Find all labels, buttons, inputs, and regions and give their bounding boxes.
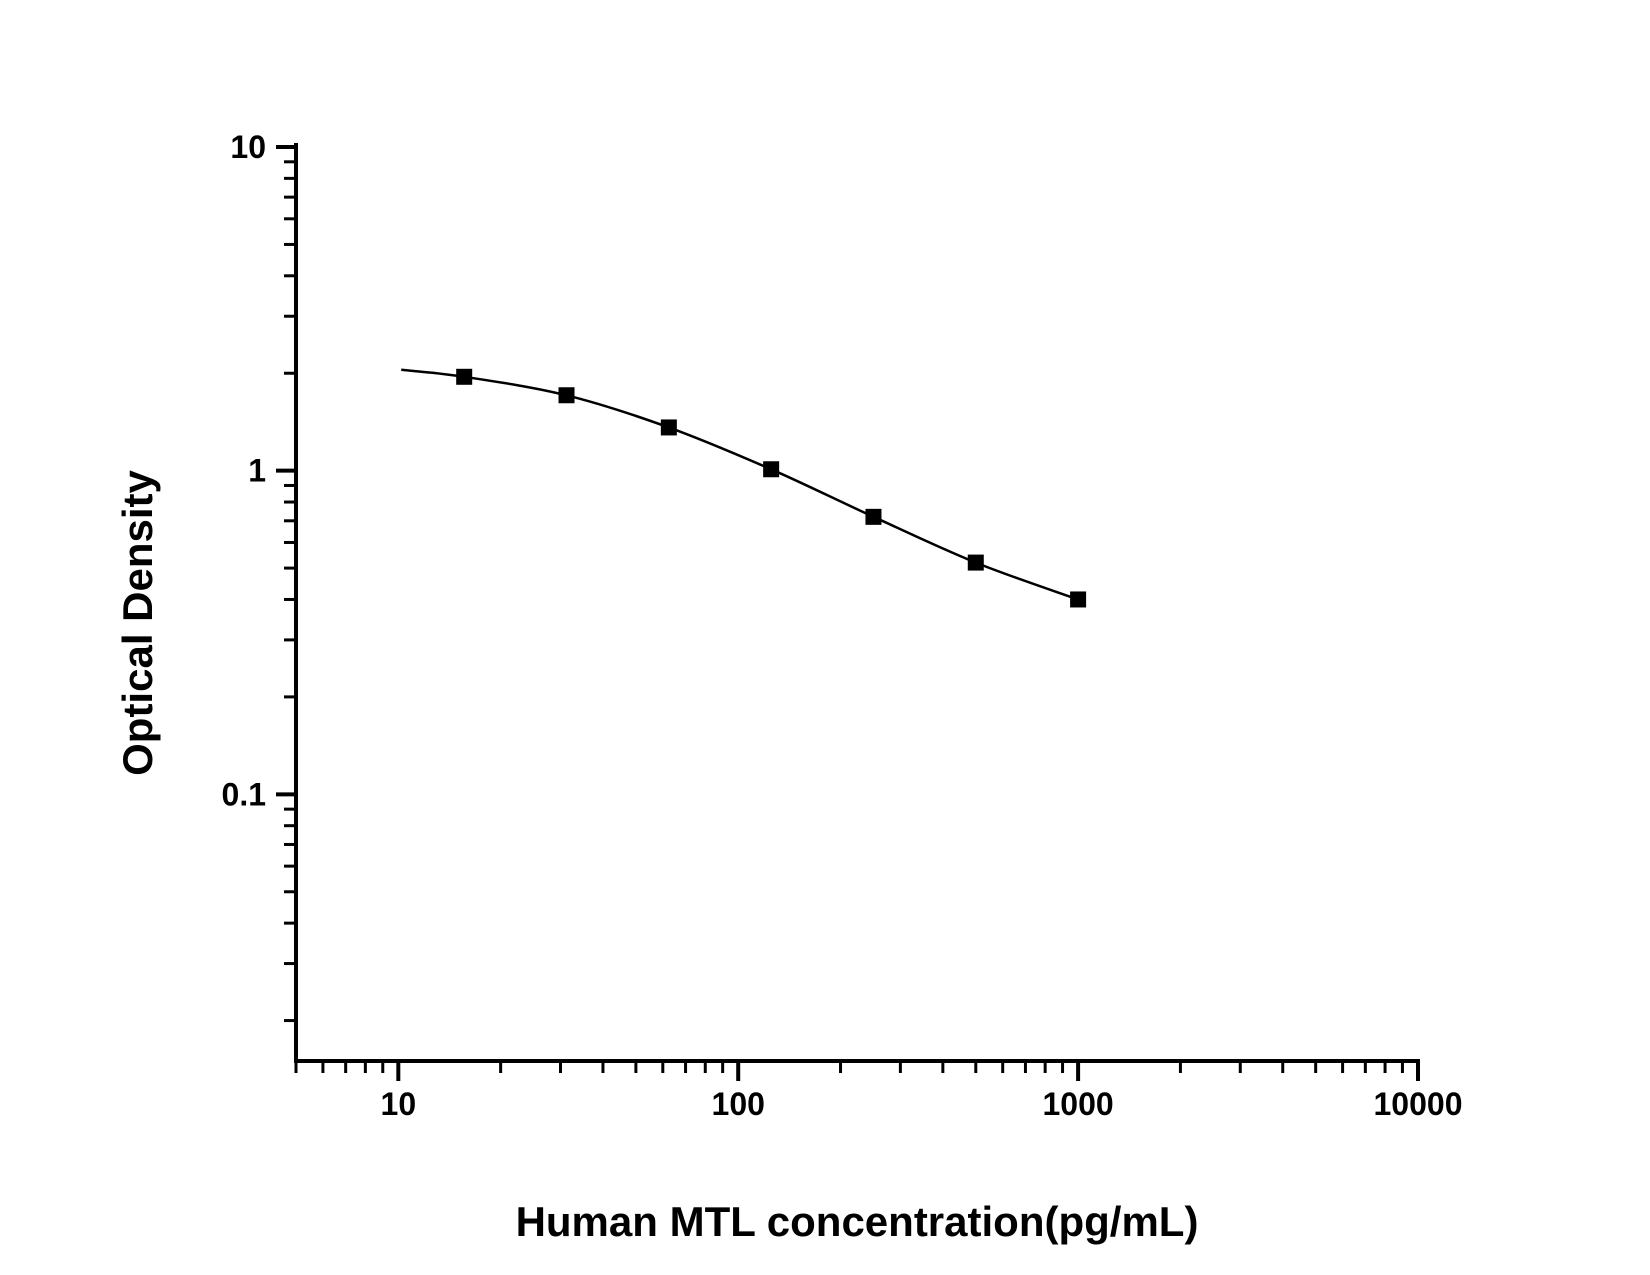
tick-layer (276, 145, 1420, 1081)
y-axis-title: Optical Density (114, 469, 161, 775)
y-tick-label: 10 (230, 129, 266, 165)
data-point-marker (660, 419, 677, 436)
axes-spines (294, 143, 1420, 1063)
x-tick-label: 1000 (1043, 1086, 1114, 1122)
x-axis-title: Human MTL concentration(pg/mL) (516, 1198, 1199, 1245)
data-point-marker (1070, 591, 1087, 608)
data-point-marker (558, 387, 575, 404)
x-tick-label: 10 (381, 1086, 417, 1122)
data-point-marker (967, 554, 984, 571)
y-tick-label: 0.1 (222, 776, 266, 812)
tick-label-layer: 10 100 1000 10000 10 1 0.1 (222, 129, 1463, 1122)
x-tick-label: 100 (712, 1086, 765, 1122)
data-point-marker (865, 508, 882, 525)
series-layer (401, 368, 1087, 608)
axes-layer (294, 143, 1420, 1063)
x-tick-label: 10000 (1374, 1086, 1463, 1122)
data-point-marker (456, 368, 473, 385)
y-tick-label: 1 (248, 453, 266, 489)
data-point-marker (763, 461, 780, 478)
